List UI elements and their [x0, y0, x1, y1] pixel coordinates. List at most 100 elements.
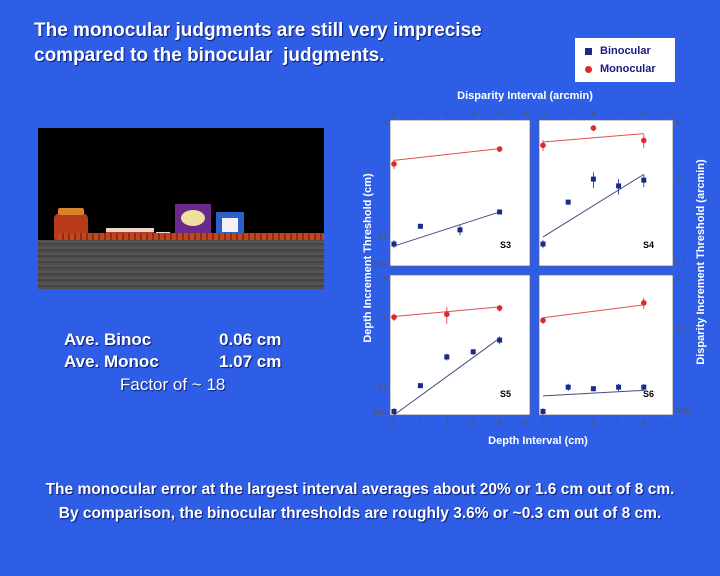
- monocular-point: [641, 300, 647, 306]
- binocular-point: [565, 199, 571, 205]
- tick-label: 0: [392, 419, 396, 426]
- tick-label: 4: [445, 419, 449, 426]
- tick-label: 6: [445, 111, 449, 118]
- panel-s3: [389, 119, 531, 267]
- tick-label: 0.06: [676, 408, 690, 415]
- binocular-point: [391, 408, 397, 414]
- panel-s5: [389, 274, 531, 416]
- slide-title: The monocular judgments are still very i…: [34, 18, 554, 68]
- monocular-point: [444, 311, 450, 318]
- top-axis-label: Disparity Interval (arcmin): [457, 90, 593, 102]
- binocular-point: [590, 176, 596, 182]
- tick-label: 12: [640, 111, 648, 118]
- monocular-point: [496, 146, 503, 152]
- peg-board: [58, 233, 324, 243]
- tick-label: 15: [522, 111, 530, 118]
- monocular-point: [496, 305, 503, 311]
- tick-label: 0.04: [373, 261, 387, 268]
- tick-label: 4: [591, 419, 595, 426]
- binocular-point: [497, 337, 503, 343]
- binocular-point: [470, 349, 476, 355]
- binocular-point: [616, 183, 622, 189]
- tick-label: 0.1: [377, 384, 387, 391]
- monocular-fit-line: [542, 133, 644, 143]
- stat-binoc-value: 0.06 cm: [219, 330, 282, 349]
- right-axis-label: Disparity Increment Threshold (arcmin): [695, 159, 707, 365]
- tick-label: 8: [498, 419, 502, 426]
- legend: Binocular Monocular: [575, 38, 675, 82]
- stat-binoc-label: Ave. Binoc: [64, 330, 152, 349]
- tick-label: 2: [418, 419, 422, 426]
- tick-label: 4: [383, 275, 387, 282]
- tick-label: 10: [665, 419, 673, 426]
- monocular-fit-line: [393, 148, 500, 161]
- binocular-point: [497, 209, 503, 215]
- title-line-2: compared to the binocular judgments.: [34, 45, 385, 66]
- monocular-point: [590, 125, 597, 131]
- panel-label: S5: [500, 389, 511, 399]
- tick-label: 1: [676, 173, 680, 180]
- binocular-fit-line: [542, 173, 645, 238]
- tick-label: 0: [392, 111, 396, 118]
- monocular-point: [391, 314, 397, 320]
- tick-label: 6: [471, 419, 475, 426]
- binocular-point: [565, 384, 571, 390]
- title-line-1: The monocular judgments are still very i…: [34, 20, 482, 41]
- monocular-point: [641, 137, 647, 144]
- stat-monoc-value: 1.07 cm: [219, 352, 282, 371]
- tick-label: 0: [541, 419, 545, 426]
- bottom-line-1: The monocular error at the largest inter…: [45, 481, 675, 498]
- tick-label: 1: [676, 275, 680, 282]
- binocular-point: [444, 354, 450, 360]
- circle-marker-icon: [585, 66, 592, 73]
- binocular-point: [391, 241, 397, 247]
- tick-label: 3: [566, 111, 570, 118]
- panel-s4: [538, 119, 674, 267]
- tick-label: 6: [617, 419, 621, 426]
- bottom-line-2: By comparison, the binocular thresholds …: [58, 505, 662, 522]
- binocular-point: [457, 227, 463, 233]
- binocular-point: [641, 177, 647, 183]
- legend-label-binocular: Binocular: [600, 45, 651, 57]
- wood-surface: [38, 240, 324, 289]
- tick-label: 0: [541, 111, 545, 118]
- tick-label: 0.04: [373, 410, 387, 417]
- tick-label: 15: [665, 111, 673, 118]
- binocular-point: [417, 383, 423, 389]
- tick-label: 8: [642, 419, 646, 426]
- tick-label: 0.1: [377, 234, 387, 241]
- stat-monoc-label: Ave. Monoc: [64, 352, 159, 371]
- tick-label: 9: [471, 111, 475, 118]
- binocular-point: [417, 223, 423, 229]
- panel-label: S3: [500, 240, 511, 250]
- binocular-point: [540, 408, 546, 414]
- factor-text: Factor of ~ 18: [120, 375, 226, 394]
- panel-label: S6: [643, 389, 654, 399]
- monocular-fit-line: [542, 304, 644, 319]
- stimulus-photo: [38, 128, 324, 289]
- binocular-fit-line: [542, 389, 644, 397]
- tick-label: 3: [418, 111, 422, 118]
- square-marker-icon: [585, 48, 592, 55]
- tick-label: 9: [617, 111, 621, 118]
- tick-label: 6: [676, 120, 680, 127]
- left-axis-label: Depth Increment Threshold (cm): [362, 173, 374, 343]
- tick-label: 0.1: [676, 326, 686, 333]
- bottom-summary: The monocular error at the largest inter…: [0, 478, 720, 526]
- jar-lid: [58, 208, 84, 215]
- binocular-point: [641, 384, 647, 390]
- tick-label: 1: [383, 161, 387, 168]
- tick-label: 10: [522, 419, 530, 426]
- monocular-point: [391, 161, 397, 167]
- panel-label: S4: [643, 240, 654, 250]
- binocular-point: [590, 386, 596, 392]
- monocular-point: [540, 142, 546, 149]
- monocular-point: [540, 317, 546, 324]
- box-logo: [181, 210, 205, 226]
- bottom-axis-label: Depth Interval (cm): [488, 435, 588, 447]
- legend-label-monocular: Monocular: [600, 63, 656, 75]
- binocular-fit-line: [393, 211, 500, 247]
- tick-label: 1: [383, 314, 387, 321]
- tick-label: 2: [566, 419, 570, 426]
